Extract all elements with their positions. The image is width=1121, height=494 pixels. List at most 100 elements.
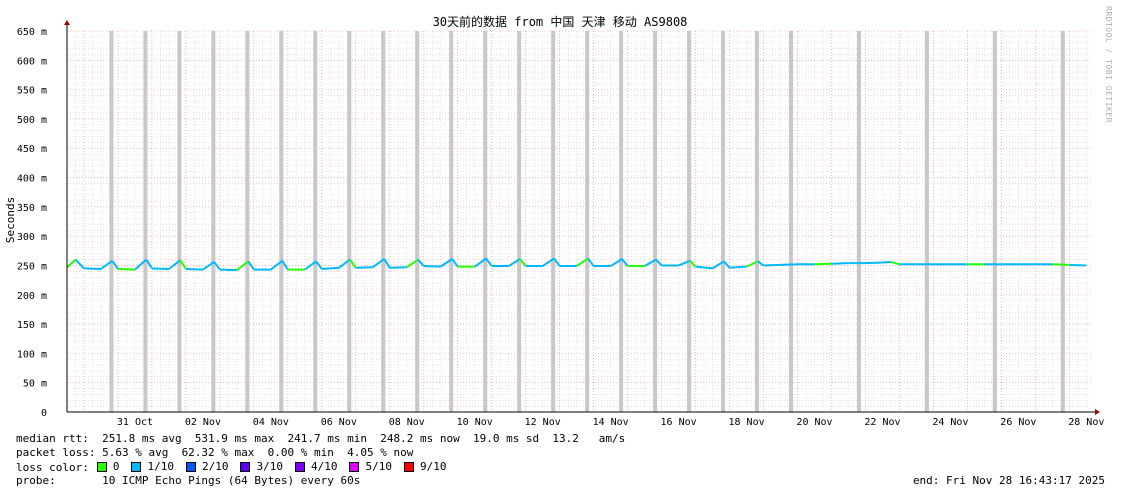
rtt-line-segment xyxy=(542,257,555,267)
y-tick-label: 600 m xyxy=(17,56,47,67)
loss-band xyxy=(177,31,182,412)
packet-loss-bands xyxy=(109,31,1065,412)
rtt-line-segment xyxy=(729,265,747,269)
packet-loss-stats: packet loss: 5.63 % avg 62.32 % max 0.00… xyxy=(16,446,414,459)
rtt-line-segment xyxy=(678,259,691,267)
rtt-line-segment xyxy=(338,258,351,269)
rtt-line-segment xyxy=(83,267,102,270)
rtt-line-segment xyxy=(185,267,203,271)
rtt-line-segment xyxy=(882,260,892,264)
loss-band xyxy=(449,31,454,412)
rtt-line-segment xyxy=(423,265,441,268)
loss-band xyxy=(211,31,216,412)
rtt-line-segment xyxy=(100,259,113,270)
loss-color-swatch xyxy=(185,461,196,472)
rtt-line-segment xyxy=(321,266,339,270)
y-tick-label: 650 m xyxy=(17,27,47,38)
loss-band xyxy=(585,31,590,412)
loss-band xyxy=(279,31,284,412)
rtt-line-segment xyxy=(202,261,215,271)
rtt-line-segment xyxy=(814,262,832,266)
rtt-line-segment xyxy=(689,260,697,268)
loss-band xyxy=(517,31,522,412)
rtt-line-segment xyxy=(151,267,169,270)
y-tick-label: 400 m xyxy=(17,174,47,185)
loss-color-swatch xyxy=(96,461,107,472)
rtt-line-segment xyxy=(270,259,283,271)
y-tick-label: 550 m xyxy=(17,86,47,97)
rtt-line-segment xyxy=(247,260,255,271)
grid xyxy=(67,30,1093,413)
x-tick-label: 18 Nov xyxy=(728,417,764,428)
probe-info: probe: 10 ICMP Echo Pings (64 Bytes) eve… xyxy=(16,474,361,487)
median-rtt-stats: median rtt: 251.8 ms avg 531.9 ms max 24… xyxy=(16,432,626,445)
y-tick-label: 500 m xyxy=(17,115,47,126)
rtt-line-segment xyxy=(780,263,798,266)
rtt-line-segment xyxy=(145,259,153,269)
loss-band xyxy=(619,31,624,412)
x-tick-label: 12 Nov xyxy=(525,417,561,428)
loss-band xyxy=(924,31,929,412)
rtt-line-segment xyxy=(134,258,147,271)
y-tick-label: 50 m xyxy=(23,379,47,390)
loss-band xyxy=(143,31,148,412)
y-axis-label: Seconds xyxy=(4,197,17,243)
loss-band xyxy=(551,31,556,412)
rtt-line-segment xyxy=(355,266,373,269)
rtt-line-segment xyxy=(644,258,657,267)
x-tick-label: 02 Nov xyxy=(185,417,221,428)
rtt-line-segment xyxy=(349,259,357,269)
rtt-line-segment xyxy=(695,265,713,270)
rtt-line-segment xyxy=(890,260,900,266)
loss-band xyxy=(245,31,250,412)
rtt-line-segment xyxy=(451,258,459,268)
loss-color-swatch-label: 3/10 xyxy=(256,460,283,473)
rtt-line-segment xyxy=(304,260,317,271)
loss-band xyxy=(347,31,352,412)
loss-color-swatch xyxy=(131,461,142,472)
y-axis-arrow xyxy=(64,20,70,25)
y-tick-label: 300 m xyxy=(17,232,47,243)
loss-band xyxy=(755,31,760,412)
rtt-line-segment xyxy=(757,260,765,267)
rtt-line-segment xyxy=(111,260,119,270)
loss-color-swatch-label: 2/10 xyxy=(201,460,229,473)
rtt-line-segment xyxy=(281,260,289,271)
loss-color-legend-item: 0 xyxy=(96,460,119,473)
x-axis-arrow xyxy=(1095,409,1100,415)
rtt-line-segment xyxy=(865,261,883,265)
loss-band xyxy=(721,31,726,412)
x-tick-label: 24 Nov xyxy=(932,417,968,428)
rtt-line-segment xyxy=(315,260,323,270)
y-tick-label: 0 xyxy=(41,408,47,419)
y-tick-label: 450 m xyxy=(17,144,47,155)
y-tick-label: 250 m xyxy=(17,261,47,272)
loss-band xyxy=(381,31,386,412)
rtt-line-segment xyxy=(485,257,493,267)
y-tick-label: 350 m xyxy=(17,203,47,214)
loss-band xyxy=(687,31,692,412)
loss-color-legend-item: 3/10 xyxy=(240,460,283,473)
rtt-line-segment xyxy=(417,258,425,267)
rtt-line-segment xyxy=(610,258,623,267)
loss-color-legend-item: 9/10 xyxy=(403,460,446,473)
chart-title: 30天前的数据 from 中国 天津 移动 AS9808 xyxy=(433,14,688,29)
x-tick-labels: 31 Oct 02 Nov 04 Nov 06 Nov 08 Nov 10 Nov 12 N… xyxy=(117,417,1104,428)
rtt-line-segment xyxy=(168,259,181,270)
loss-color-legend-item: 1/10 xyxy=(131,460,174,473)
loss-band xyxy=(856,31,861,412)
rtt-line-segment xyxy=(587,257,595,267)
rtt-line-segment xyxy=(831,262,849,265)
rtt-line-segment xyxy=(440,258,453,268)
rtt-line-segment xyxy=(655,258,663,267)
rtt-line-segment xyxy=(236,260,249,271)
loss-color-swatch xyxy=(349,461,360,472)
loss-color-swatch xyxy=(403,461,414,472)
rtt-line-segment xyxy=(372,258,385,269)
y-tick-label: 100 m xyxy=(17,349,47,360)
loss-color-swatch-label: 1/10 xyxy=(147,460,174,473)
rtt-line-segment xyxy=(74,258,85,270)
rtt-line-segment xyxy=(219,268,237,272)
loss-band xyxy=(415,31,420,412)
